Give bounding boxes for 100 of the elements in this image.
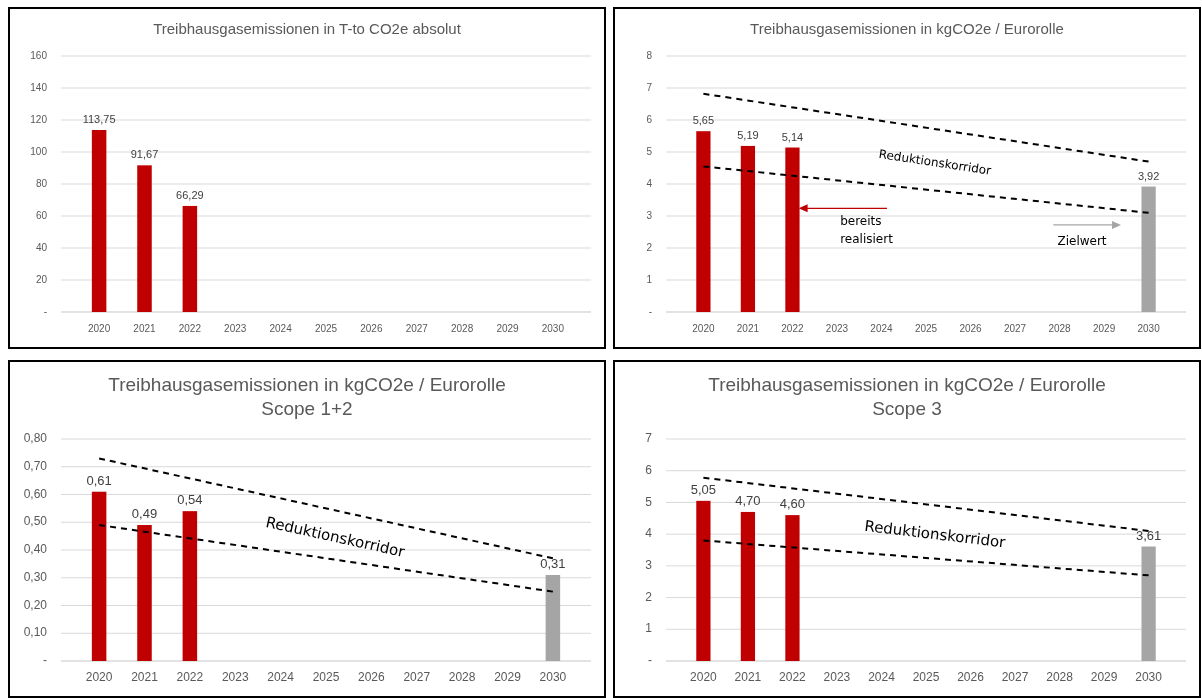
x-tick-label: 2021 [736,323,760,334]
bar [740,145,756,312]
x-tick-label: 2027 [1003,323,1027,334]
y-tick-label: 0,60 [23,486,48,501]
x-tick-label: 2022 [178,323,202,334]
y-tick-label: 120 [30,113,48,125]
y-tick-label: 5 [645,494,653,509]
x-tick-label: 2026 [360,323,383,334]
bar [182,511,198,661]
y-tick-label: 0,70 [23,458,48,473]
annotation: Zielwert [1057,234,1107,249]
y-tick-label: 3 [645,558,653,573]
x-tick-label: 2020 [692,323,715,334]
x-tick-label: 2028 [448,670,476,684]
data-label: 113,75 [82,113,116,125]
y-tick-label: 2 [645,589,653,604]
x-tick-label: 2021 [131,670,159,684]
x-tick-label: 2029 [494,670,522,684]
chart-subtitle: Scope 3 [872,398,942,419]
x-tick-label: 2023 [224,323,247,334]
bar [182,205,198,312]
x-tick-label: 2028 [1048,323,1072,334]
data-label: 5,14 [781,130,804,143]
chart-title: Treibhausgasemissionen in kgCO2e / Eurorolle [108,374,506,395]
x-tick-label: 2023 [221,670,249,684]
y-tick-label: 4 [646,177,653,189]
y-tick-label: - [43,653,47,668]
y-tick-label: 5 [646,145,653,157]
y-tick-label: - [648,653,652,668]
x-tick-label: 2026 [358,670,386,684]
x-tick-label: 2030 [1137,323,1161,334]
x-tick-label: 2025 [312,670,340,684]
x-tick-label: 2020 [690,670,718,684]
y-tick-label: 0,80 [23,431,48,446]
y-tick-label: 4 [645,526,653,541]
y-tick-label: 3 [646,209,653,221]
x-tick-label: 2027 [403,670,431,684]
x-tick-label: 2027 [1001,670,1029,684]
y-tick-label: 80 [35,177,48,189]
bar [137,525,152,661]
y-tick-label: 0,20 [23,597,48,612]
chart-title: Treibhausgasemissionen in T-to CO2e absolut [153,20,462,37]
data-label: 0,49 [131,506,158,522]
x-tick-label: 2026 [959,323,983,334]
chart-title: Treibhausgasemissionen in kgCO2e / Eurorolle [750,20,1064,37]
y-tick-label: 0,40 [23,542,48,557]
bar [91,130,107,312]
y-tick-label: 0,50 [23,514,48,529]
data-label: 0,54 [177,492,203,508]
bar [740,511,756,661]
bar [545,574,561,661]
x-tick-label: 2028 [1046,670,1074,684]
chart-subtitle: Scope 1+2 [261,398,353,419]
bar [1141,186,1156,312]
x-tick-label: 2025 [914,323,938,334]
data-label: 5,05 [690,481,717,497]
y-tick-label: 40 [35,241,48,253]
y-tick-label: 60 [35,209,48,221]
x-tick-label: 2023 [825,323,849,334]
x-tick-label: 2029 [496,323,520,334]
y-tick-label: 0,30 [23,569,48,584]
x-tick-label: 2022 [781,323,804,334]
chart-title: Treibhausgasemissionen in kgCO2e / Eurorolle [708,374,1106,395]
bar [1141,546,1156,661]
data-label: 0,31 [540,555,566,571]
y-tick-label: 20 [35,273,48,285]
y-tick-label: 0,10 [23,625,48,640]
data-label: 5,19 [737,128,759,141]
y-tick-label: - [43,305,47,317]
data-label: 91,67 [130,148,159,161]
y-tick-label: 7 [645,431,653,446]
x-tick-label: 2021 [734,670,762,684]
x-tick-label: 2029 [1092,323,1116,334]
x-tick-label: 2025 [314,323,338,334]
y-tick-label: 160 [30,49,48,61]
x-tick-label: 2025 [912,670,940,684]
y-tick-label: 2 [646,241,653,253]
x-tick-label: 2020 [85,670,113,684]
y-tick-label: 140 [30,81,48,93]
x-tick-label: 2029 [1090,670,1118,684]
data-label: 66,29 [176,188,204,201]
bar [91,491,107,661]
y-tick-label: - [648,305,652,317]
x-tick-label: 2024 [269,323,293,334]
x-tick-label: 2030 [539,670,567,684]
data-label: 0,61 [86,472,112,488]
x-tick-label: 2023 [823,670,851,684]
data-label: 3,92 [1137,169,1160,182]
x-tick-label: 2022 [779,670,807,684]
x-tick-label: 2030 [541,323,565,334]
x-tick-label: 2024 [868,670,896,684]
y-tick-label: 1 [646,273,653,285]
x-tick-label: 2026 [957,670,985,684]
x-tick-label: 2022 [176,670,204,684]
bar [696,131,711,312]
y-tick-label: 8 [646,49,653,61]
x-tick-label: 2024 [870,323,894,334]
y-tick-label: 100 [30,145,48,157]
y-tick-label: 6 [645,462,653,477]
x-tick-label: 2021 [133,323,157,334]
